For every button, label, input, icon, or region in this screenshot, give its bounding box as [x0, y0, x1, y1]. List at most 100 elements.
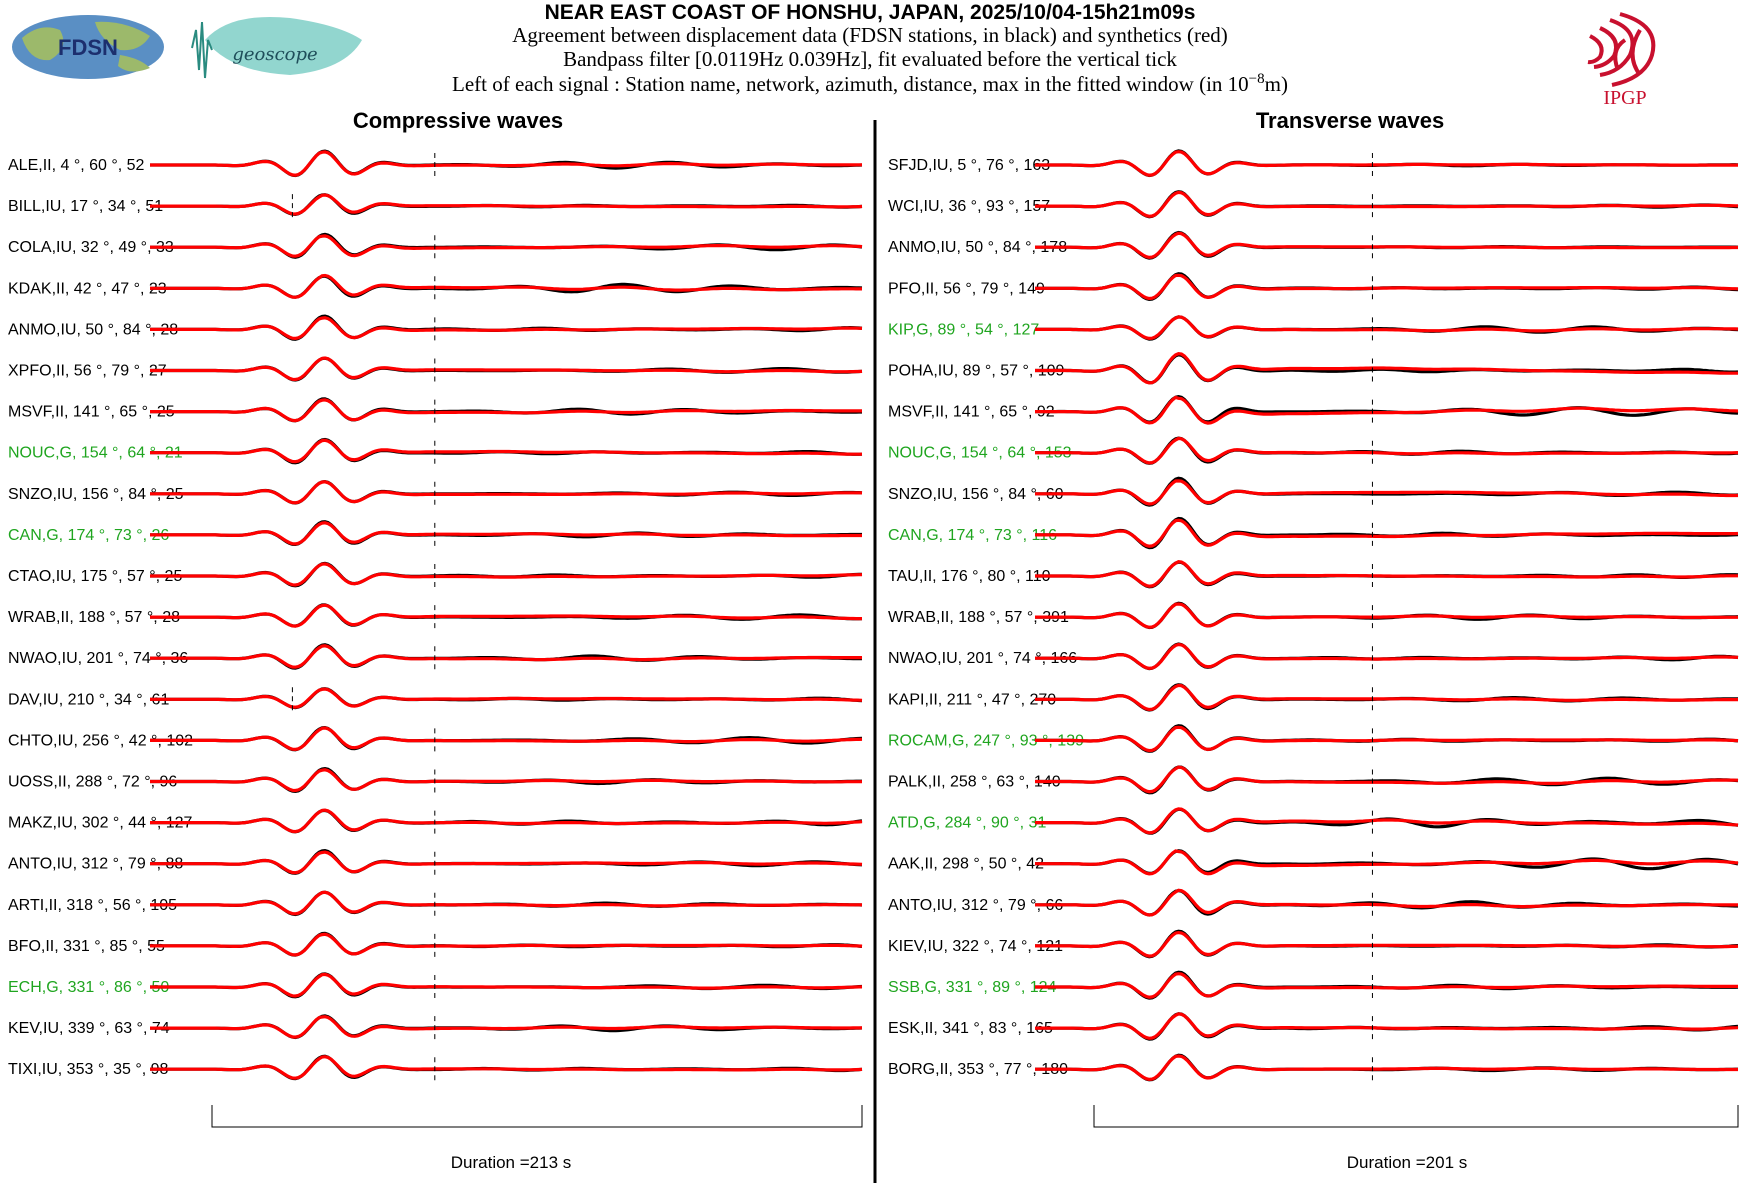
- synthetic-trace: [1035, 1012, 1739, 1040]
- station-label: NOUC,G, 154 °, 64 °, 21: [8, 445, 183, 462]
- synthetic-trace: [150, 1015, 862, 1039]
- station-row: WRAB,II, 188 °, 57 °, 391: [888, 601, 1739, 630]
- synthetic-trace: [1035, 683, 1738, 712]
- station-label: ANMO,IU, 50 °, 84 °, 178: [888, 239, 1067, 256]
- station-label: MSVF,II, 141 °, 65 °, 92: [888, 404, 1055, 421]
- compressive-panel-title: Compressive waves: [353, 108, 563, 133]
- station-label: ANTO,IU, 312 °, 79 °, 66: [888, 897, 1063, 914]
- transverse-panel-title: Transverse waves: [1256, 108, 1444, 133]
- station-row: KIEV,IU, 322 °, 74 °, 121: [888, 929, 1739, 959]
- synthetic-trace: [1035, 725, 1739, 753]
- synthetic-trace: [1035, 436, 1739, 465]
- station-label: KEV,IU, 339 °, 63 °, 74: [8, 1020, 170, 1037]
- station-label: CTAO,IU, 175 °, 57 °, 25: [8, 568, 182, 585]
- description-line-1: Agreement between displacement data (FDS…: [512, 23, 1228, 47]
- synthetic-trace: [150, 521, 862, 546]
- fdsn-logo-text: FDSN: [58, 35, 118, 60]
- station-row: ROCAM,G, 247 °, 93 °, 139: [888, 724, 1739, 753]
- synthetic-trace: [150, 687, 863, 709]
- station-label: SSB,G, 331 °, 89 °, 124: [888, 979, 1057, 996]
- duration-bracket: [211, 1105, 863, 1128]
- station-label: POHA,IU, 89 °, 57 °, 109: [888, 363, 1065, 380]
- synthetic-trace: [150, 562, 862, 587]
- station-row: BORG,II, 353 °, 77 °, 180: [888, 1053, 1738, 1082]
- station-row: WRAB,II, 188 °, 57 °, 28: [8, 603, 863, 630]
- station-label: WCI,IU, 36 °, 93 °, 157: [888, 198, 1050, 215]
- station-label: BORG,II, 353 °, 77 °, 180: [888, 1061, 1068, 1078]
- station-row: KIP,G, 89 °, 54 °, 127: [888, 315, 1739, 342]
- station-label: PFO,II, 56 °, 79 °, 149: [888, 280, 1045, 297]
- synthetic-trace: [150, 1055, 863, 1080]
- seismogram-icon: [191, 21, 213, 79]
- synthetic-trace: [150, 768, 862, 793]
- station-label: NOUC,G, 154 °, 64 °, 153: [888, 445, 1072, 462]
- station-label: WRAB,II, 188 °, 57 °, 28: [8, 609, 180, 626]
- station-row: ARTI,II, 318 °, 56 °, 105: [8, 890, 863, 917]
- synthetic-trace: [150, 234, 863, 258]
- transverse-panel: Transverse waves SFJD,IU, 5 °, 76 °, 163…: [888, 108, 1739, 1172]
- station-row: SSB,G, 331 °, 89 °, 124: [888, 970, 1739, 1000]
- station-row: COLA,IU, 32 °, 49 °, 33: [8, 232, 863, 260]
- station-row: NOUC,G, 154 °, 64 °, 153: [888, 436, 1739, 465]
- station-row: ANMO,IU, 50 °, 84 °, 28: [8, 314, 863, 342]
- station-row: MSVF,II, 141 °, 65 °, 92: [888, 394, 1739, 425]
- duration-bracket: [1093, 1105, 1739, 1128]
- synthetic-trace: [1035, 231, 1738, 260]
- station-label: SNZO,IU, 156 °, 84 °, 25: [8, 486, 184, 503]
- synthetic-trace: [1035, 479, 1738, 506]
- synthetic-trace: [150, 273, 862, 299]
- station-label: CAN,G, 174 °, 73 °, 116: [888, 527, 1057, 544]
- synthetic-trace: [1035, 518, 1739, 548]
- station-label: KDAK,II, 42 °, 47 °, 23: [8, 280, 167, 297]
- station-label: UOSS,II, 288 °, 72 °, 96: [8, 774, 177, 791]
- station-label: ATD,G, 284 °, 90 °, 31: [888, 815, 1046, 832]
- station-label: NWAO,IU, 201 °, 74 °, 36: [8, 650, 188, 667]
- station-row: TIXI,IU, 353 °, 35 °, 98: [8, 1054, 863, 1082]
- synthetic-trace: [150, 356, 863, 382]
- transverse-duration-label: Duration =201 s: [1347, 1153, 1468, 1172]
- synthetic-trace: [150, 932, 863, 957]
- fdsn-logo: FDSN: [12, 15, 164, 79]
- synthetic-trace: [1035, 352, 1738, 385]
- station-label: ANMO,IU, 50 °, 84 °, 28: [8, 321, 178, 338]
- synthetic-trace: [150, 316, 863, 341]
- synthetic-trace: [1035, 888, 1738, 917]
- figure-title: NEAR EAST COAST OF HONSHU, JAPAN, 2025/1…: [545, 1, 1196, 24]
- compressive-traces: ALE,II, 4 °, 60 °, 52 BILL,IU, 17 °, 34 °…: [8, 149, 863, 1082]
- station-row: SFJD,IU, 5 °, 76 °, 163: [888, 149, 1739, 178]
- synthetic-trace: [150, 480, 863, 505]
- station-label: CAN,G, 174 °, 73 °, 26: [8, 527, 169, 544]
- station-label: ESK,II, 341 °, 83 °, 165: [888, 1020, 1053, 1037]
- station-label: WRAB,II, 188 °, 57 °, 391: [888, 609, 1069, 626]
- synthetic-trace: [150, 890, 862, 916]
- geoscope-logo: geoscope: [191, 16, 362, 79]
- station-row: NWAO,IU, 201 °, 74 °, 166: [888, 642, 1739, 671]
- station-row: UOSS,II, 288 °, 72 °, 96: [8, 766, 862, 794]
- description-line-2: Bandpass filter [0.0119Hz 0.039Hz], fit …: [563, 47, 1177, 71]
- ipgp-emblem-icon: [1587, 12, 1656, 87]
- synthetic-trace: [1035, 807, 1739, 835]
- station-label: ECH,G, 331 °, 86 °, 50: [8, 979, 169, 996]
- synthetic-trace: [150, 726, 863, 752]
- station-row: POHA,IU, 89 °, 57 °, 109: [888, 352, 1739, 385]
- station-row: ESK,II, 341 °, 83 °, 165: [888, 1012, 1739, 1041]
- station-label: DAV,IU, 210 °, 34 °, 61: [8, 691, 169, 708]
- station-label: TIXI,IU, 353 °, 35 °, 98: [8, 1061, 169, 1078]
- station-label: MSVF,II, 141 °, 65 °, 25: [8, 404, 175, 421]
- station-row: CHTO,IU, 256 °, 42 °, 102: [8, 725, 863, 753]
- synthetic-trace: [150, 398, 862, 423]
- station-label: KIP,G, 89 °, 54 °, 127: [888, 321, 1039, 338]
- station-row: MAKZ,IU, 302 °, 44 °, 127: [8, 808, 863, 835]
- ipgp-logo: IPGP: [1587, 12, 1656, 109]
- station-row: ANTO,IU, 312 °, 79 °, 66: [888, 888, 1738, 917]
- station-row: BILL,IU, 17 °, 34 °, 51: [8, 193, 863, 219]
- station-row: SNZO,IU, 156 °, 84 °, 60: [888, 476, 1739, 507]
- synthetic-trace: [150, 808, 863, 834]
- station-row: SNZO,IU, 156 °, 84 °, 25: [8, 479, 863, 506]
- geoscope-globe-icon: [205, 16, 362, 75]
- station-label: BFO,II, 331 °, 85 °, 55: [8, 938, 165, 955]
- synthetic-trace: [150, 644, 862, 669]
- station-label: ROCAM,G, 247 °, 93 °, 139: [888, 732, 1084, 749]
- station-row: ANTO,IU, 312 °, 79 °, 88: [8, 848, 863, 876]
